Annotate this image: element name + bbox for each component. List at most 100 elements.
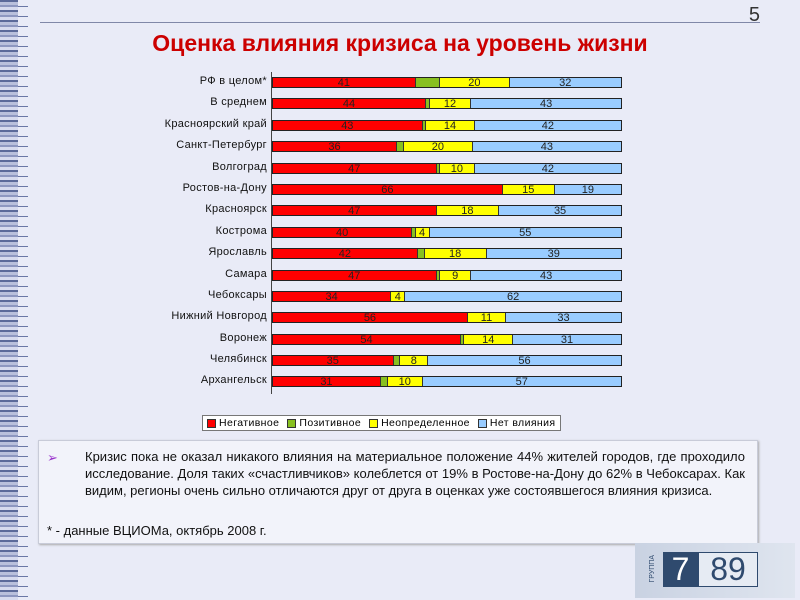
category-label: Воронеж [219, 331, 267, 344]
stacked-bar: 36 20 43 [272, 141, 622, 153]
bar-segment-undetermined: 4 [391, 291, 406, 301]
bar-segment-negative: 56 [273, 313, 468, 323]
stacked-bar: 43 14 42 [272, 119, 622, 131]
stacked-bar: 44 12 43 [272, 98, 622, 110]
bar-segment-negative: 54 [273, 334, 461, 344]
category-label: Челябинск [210, 353, 267, 366]
chart-row: Ярославль 42 18 39 [150, 243, 630, 264]
arrow-bullet-icon: ➢ [47, 450, 58, 465]
bar-segment-no-effect: 35 [499, 206, 621, 216]
bar-segment-no-effect: 33 [506, 313, 621, 323]
bar-segment-positive [426, 99, 430, 109]
category-label: Архангельск [200, 374, 267, 387]
legend-label: Неопределенное [381, 417, 470, 429]
bar-segment-undetermined: 14 [464, 334, 514, 344]
category-label: Ярославль [208, 246, 267, 259]
chart-row: Нижний Новгород 56 11 33 [150, 307, 630, 328]
bar-segment-no-effect: 42 [474, 163, 621, 173]
stacked-bar: 34 4 62 [272, 290, 622, 302]
stacked-bar: 40 4 55 [272, 226, 622, 238]
chart-legend: Негативное Позитивное Неопределенное Нет вл… [202, 415, 561, 431]
bar-segment-negative: 47 [273, 163, 437, 173]
bar-segment-positive [415, 78, 441, 87]
bar-segment-undetermined: 10 [440, 163, 475, 173]
bar-segment-no-effect: 43 [471, 99, 621, 109]
bar-segment-no-effect: 43 [471, 270, 621, 280]
chart-row: Самара 47 9 43 [150, 265, 630, 286]
logo-seven: 7 [663, 552, 698, 587]
legend-swatch [287, 418, 297, 428]
category-label: Волгоград [212, 160, 267, 173]
chart-row: Ростов-на-Дону 66 15 19 [150, 179, 630, 200]
chart-row: Кострома 40 4 55 [150, 222, 630, 243]
footnote: * - данные ВЦИОМа, октябрь 2008 г. [47, 523, 267, 538]
bar-segment-undetermined: 20 [403, 142, 473, 152]
stacked-bar: 42 18 39 [272, 248, 622, 260]
bar-segment-undetermined: 12 [429, 99, 472, 109]
bar-segment-undetermined: 9 [440, 270, 472, 280]
category-label: Санкт-Петербург [176, 139, 267, 152]
bar-segment-negative: 41 [273, 78, 416, 87]
bar-segment-no-effect: 32 [509, 78, 621, 87]
chart-row: В среднем 44 12 43 [150, 93, 630, 114]
chart-row: РФ в целом* 41 20 32 [150, 72, 630, 93]
stacked-bar: 66 15 19 [272, 183, 622, 195]
commentary-text: Кризис пока не оказал никакого влияния н… [85, 449, 745, 498]
chart-row: Красноярск 47 18 35 [150, 200, 630, 221]
logo-eighty-nine: 89 [698, 552, 758, 587]
bar-segment-positive [412, 227, 416, 237]
bar-segment-positive [422, 120, 427, 130]
bar-segment-positive [460, 334, 465, 344]
stacked-bar: 47 10 42 [272, 162, 622, 174]
stacked-bar-chart: РФ в целом* 41 20 32 В среднем 44 12 43 Краснояр… [150, 72, 630, 394]
bar-segment-positive [380, 377, 388, 387]
bar-segment-no-effect: 19 [554, 184, 621, 194]
bar-segment-negative: 35 [273, 356, 394, 366]
bar-segment-undetermined: 14 [426, 120, 475, 130]
category-label: Чебоксары [207, 288, 267, 301]
page-title: Оценка влияния кризиса на уровень жизни [152, 30, 648, 56]
logo-group-text: ГРУППА [649, 555, 656, 583]
bar-segment-negative: 34 [273, 291, 392, 301]
stacked-bar: 47 18 35 [272, 205, 622, 217]
bar-segment-no-effect: 57 [422, 377, 621, 387]
bar-segment-no-effect: 62 [405, 291, 621, 301]
bar-segment-negative: 43 [273, 120, 423, 130]
bar-segment-undetermined: 15 [502, 184, 555, 194]
bar-segment-undetermined: 18 [436, 206, 500, 216]
legend-swatch [207, 418, 216, 428]
chart-row: Чебоксары 34 4 62 [150, 286, 630, 307]
chart-row: Санкт-Петербург 36 20 43 [150, 136, 630, 157]
bar-segment-no-effect: 56 [428, 356, 621, 366]
bar-segment-positive [417, 249, 425, 259]
category-label: Кострома [215, 224, 267, 237]
stacked-bar: 54 14 31 [272, 333, 622, 345]
bar-segment-no-effect: 55 [429, 227, 621, 237]
stacked-bar: 41 20 32 [272, 77, 622, 88]
logo: ГРУППА 7 89 [635, 543, 795, 598]
category-label: Самара [225, 267, 267, 280]
chart-row: Красноярский край 43 14 42 [150, 115, 630, 136]
bar-segment-positive [397, 142, 404, 152]
bar-segment-negative: 47 [273, 270, 437, 280]
legend-swatch [477, 418, 487, 428]
legend-item: Неопределенное [369, 417, 470, 429]
chart-row: Волгоград 47 10 42 [150, 158, 630, 179]
decorative-strip [0, 0, 28, 600]
chart-row: Архангельск 31 10 57 [150, 371, 630, 392]
bar-segment-negative: 44 [273, 99, 427, 109]
category-label: Нижний Новгород [171, 310, 267, 323]
bar-segment-undetermined: 11 [467, 313, 507, 323]
bar-segment-negative: 31 [273, 377, 381, 387]
category-axis [271, 72, 272, 394]
bar-segment-negative: 40 [273, 227, 413, 237]
category-label: Красноярск [205, 203, 267, 216]
category-label: РФ в целом* [199, 75, 267, 87]
bar-segment-undetermined: 18 [424, 249, 487, 259]
legend-label: Позитивное [299, 417, 362, 429]
category-label: Ростов-на-Дону [182, 181, 267, 194]
chart-row: Челябинск 35 8 56 [150, 350, 630, 371]
divider [40, 22, 760, 23]
bar-segment-no-effect: 43 [472, 142, 621, 152]
category-label: Красноярский край [164, 117, 267, 130]
